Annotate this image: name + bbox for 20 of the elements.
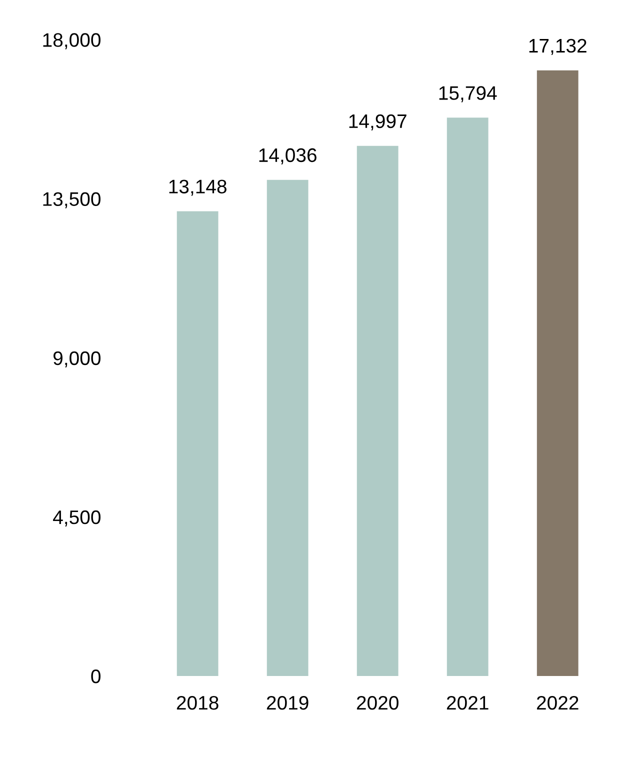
data-label: 15,794: [439, 86, 497, 102]
bar: [266, 180, 308, 676]
x-tick-label: 2020: [356, 696, 398, 710]
x-tick-label: 2019: [266, 696, 308, 710]
data-label: 17,132: [529, 38, 586, 55]
bar: [446, 118, 488, 676]
y-tick-label: 9,000: [54, 351, 100, 368]
x-tick-label: 2022: [536, 696, 578, 710]
y-tick-label: 13,500: [43, 192, 100, 208]
data-label: 14,997: [349, 114, 406, 130]
bar: [536, 70, 578, 676]
y-tick-label: 4,500: [53, 510, 100, 526]
bar: [356, 146, 398, 676]
y-tick-label: 18,000: [43, 33, 100, 50]
data-label: 14,036: [259, 148, 316, 164]
data-label: 13,148: [169, 180, 226, 196]
y-tick-label: 0: [91, 669, 100, 684]
x-tick-label: 2021: [446, 696, 488, 710]
x-tick-label: 2018: [176, 696, 218, 710]
bar: [176, 211, 218, 676]
